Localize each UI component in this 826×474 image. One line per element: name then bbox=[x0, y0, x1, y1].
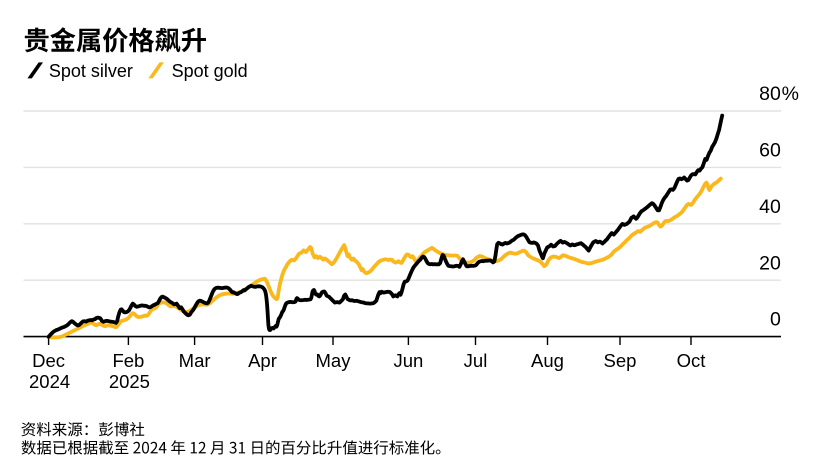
svg-text:Oct: Oct bbox=[677, 350, 706, 371]
svg-text:2025: 2025 bbox=[109, 371, 150, 392]
svg-text:Jun: Jun bbox=[393, 350, 423, 371]
svg-text:Jul: Jul bbox=[464, 350, 488, 371]
svg-text:May: May bbox=[316, 350, 352, 371]
svg-text:60: 60 bbox=[759, 140, 781, 162]
svg-text:Sep: Sep bbox=[604, 350, 637, 371]
svg-text:2024: 2024 bbox=[29, 371, 70, 392]
svg-text:Feb: Feb bbox=[112, 350, 144, 371]
svg-text:Mar: Mar bbox=[179, 350, 211, 371]
svg-text:Dec: Dec bbox=[32, 350, 65, 371]
svg-text:%: % bbox=[782, 83, 799, 105]
svg-text:Apr: Apr bbox=[248, 350, 277, 371]
svg-text:80: 80 bbox=[759, 83, 781, 105]
svg-text:Spot gold: Spot gold bbox=[172, 61, 248, 81]
svg-text:0: 0 bbox=[770, 309, 781, 331]
svg-text:Aug: Aug bbox=[531, 350, 564, 371]
svg-text:40: 40 bbox=[759, 196, 781, 218]
svg-text:20: 20 bbox=[759, 252, 781, 274]
svg-text:Spot silver: Spot silver bbox=[49, 61, 133, 81]
